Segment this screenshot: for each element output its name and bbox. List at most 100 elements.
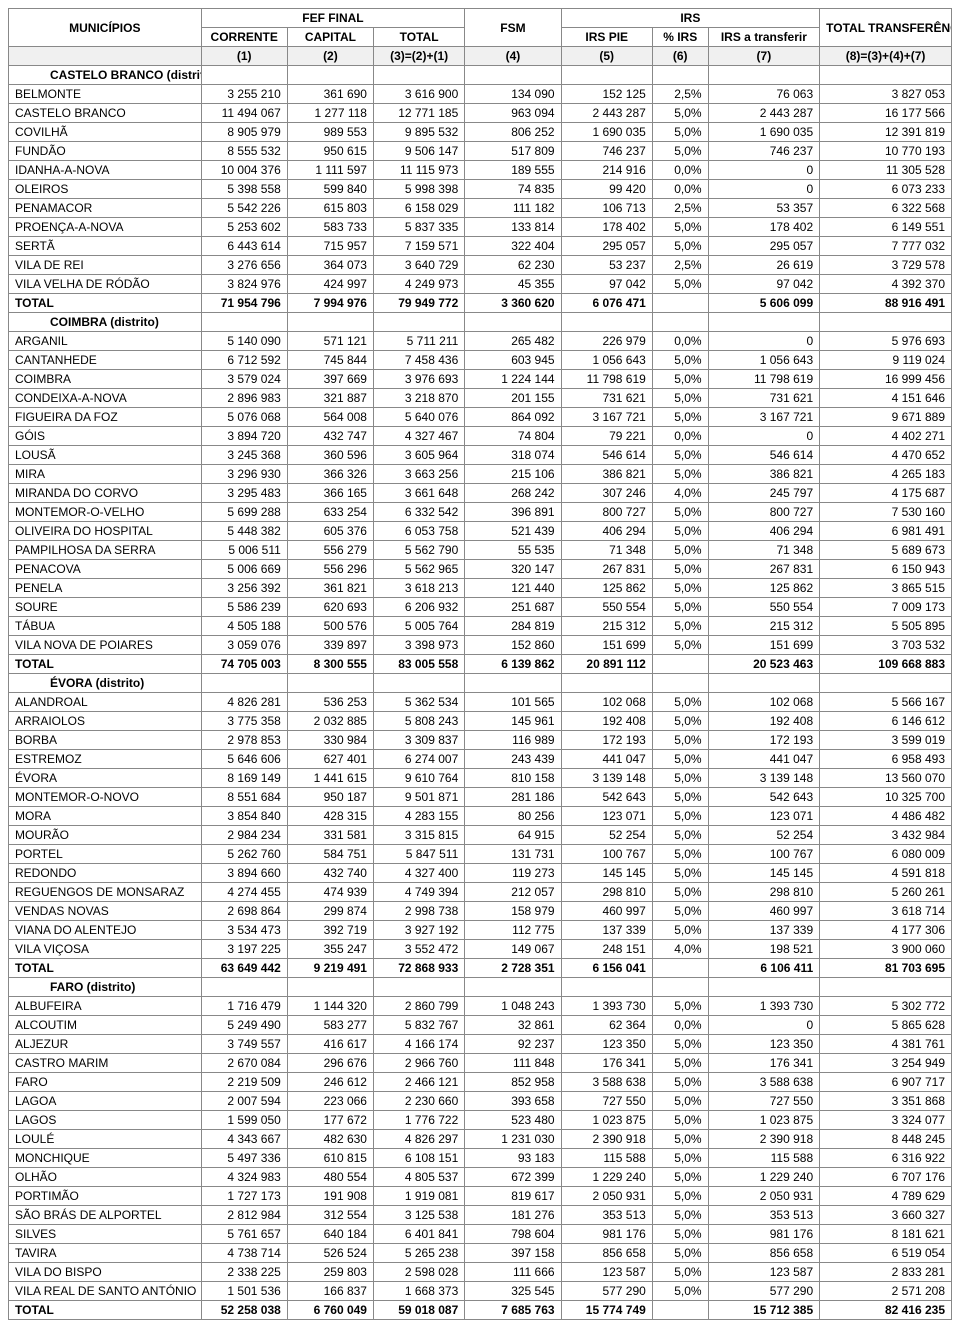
value-cell: 325 545 bbox=[465, 1282, 561, 1301]
value-cell: 88 916 491 bbox=[820, 294, 952, 313]
municipality-name: PORTEL bbox=[9, 845, 202, 864]
empty-cell bbox=[708, 313, 820, 332]
value-cell: 15 712 385 bbox=[708, 1301, 820, 1320]
colnum-blank bbox=[9, 47, 202, 66]
value-cell: 97 042 bbox=[708, 275, 820, 294]
value-cell: 4 274 455 bbox=[201, 883, 287, 902]
value-cell: 4 392 370 bbox=[820, 275, 952, 294]
table-row: VIANA DO ALENTEJO3 534 473392 7193 927 1… bbox=[9, 921, 952, 940]
value-cell: 3 276 656 bbox=[201, 256, 287, 275]
district-header-row: ÉVORA (distrito) bbox=[9, 674, 952, 693]
empty-cell bbox=[287, 66, 373, 85]
value-cell: 406 294 bbox=[708, 522, 820, 541]
value-cell: 6 707 176 bbox=[820, 1168, 952, 1187]
value-cell: 192 408 bbox=[708, 712, 820, 731]
table-row: GÓIS3 894 720432 7474 327 46774 80479 22… bbox=[9, 427, 952, 446]
value-cell: 864 092 bbox=[465, 408, 561, 427]
empty-cell bbox=[373, 978, 464, 997]
municipality-name: CASTRO MARIM bbox=[9, 1054, 202, 1073]
value-cell: 4 175 687 bbox=[820, 484, 952, 503]
value-cell: 2 219 509 bbox=[201, 1073, 287, 1092]
municipality-name: TOTAL bbox=[9, 959, 202, 978]
value-cell: 5,0% bbox=[652, 750, 708, 769]
value-cell: 330 984 bbox=[287, 731, 373, 750]
value-cell: 133 814 bbox=[465, 218, 561, 237]
header-irs: IRS bbox=[561, 9, 820, 28]
municipality-name: SOURE bbox=[9, 598, 202, 617]
municipality-name: LAGOS bbox=[9, 1111, 202, 1130]
municipality-name: LOULÉ bbox=[9, 1130, 202, 1149]
value-cell: 5 562 790 bbox=[373, 541, 464, 560]
municipality-name: CONDEIXA-A-NOVA bbox=[9, 389, 202, 408]
value-cell: 2 833 281 bbox=[820, 1263, 952, 1282]
value-cell: 5,0% bbox=[652, 997, 708, 1016]
value-cell: 852 958 bbox=[465, 1073, 561, 1092]
table-row: VILA DO BISPO2 338 225259 8032 598 02811… bbox=[9, 1263, 952, 1282]
value-cell: 603 945 bbox=[465, 351, 561, 370]
value-cell: 4 826 297 bbox=[373, 1130, 464, 1149]
value-cell: 3 976 693 bbox=[373, 370, 464, 389]
value-cell: 1 229 240 bbox=[561, 1168, 652, 1187]
value-cell: 16 177 566 bbox=[820, 104, 952, 123]
value-cell: 149 067 bbox=[465, 940, 561, 959]
value-cell: 3 775 358 bbox=[201, 712, 287, 731]
empty-cell bbox=[287, 978, 373, 997]
value-cell: 5,0% bbox=[652, 1282, 708, 1301]
value-cell: 198 521 bbox=[708, 940, 820, 959]
value-cell: 3 900 060 bbox=[820, 940, 952, 959]
value-cell: 6 519 054 bbox=[820, 1244, 952, 1263]
municipality-name: TAVIRA bbox=[9, 1244, 202, 1263]
value-cell: 111 182 bbox=[465, 199, 561, 218]
value-cell: 4 343 667 bbox=[201, 1130, 287, 1149]
value-cell: 3 398 973 bbox=[373, 636, 464, 655]
value-cell: 5 606 099 bbox=[708, 294, 820, 313]
value-cell: 123 071 bbox=[561, 807, 652, 826]
header-fef-final: FEF FINAL bbox=[201, 9, 465, 28]
value-cell: 312 554 bbox=[287, 1206, 373, 1225]
colnum-8: (8)=(3)+(4)+(7) bbox=[820, 47, 952, 66]
value-cell: 6 053 758 bbox=[373, 522, 464, 541]
value-cell: 546 614 bbox=[561, 446, 652, 465]
value-cell: 3 245 368 bbox=[201, 446, 287, 465]
value-cell: 474 939 bbox=[287, 883, 373, 902]
value-cell: 731 621 bbox=[561, 389, 652, 408]
value-cell: 151 699 bbox=[561, 636, 652, 655]
municipality-name: PENACOVA bbox=[9, 560, 202, 579]
value-cell: 102 068 bbox=[561, 693, 652, 712]
value-cell: 480 554 bbox=[287, 1168, 373, 1187]
value-cell: 100 767 bbox=[708, 845, 820, 864]
value-cell: 6 322 568 bbox=[820, 199, 952, 218]
value-cell: 3 854 840 bbox=[201, 807, 287, 826]
value-cell: 1 393 730 bbox=[708, 997, 820, 1016]
value-cell: 6 146 612 bbox=[820, 712, 952, 731]
value-cell: 5 253 602 bbox=[201, 218, 287, 237]
value-cell: 5 398 558 bbox=[201, 180, 287, 199]
value-cell: 5,0% bbox=[652, 389, 708, 408]
value-cell: 396 891 bbox=[465, 503, 561, 522]
value-cell: 152 125 bbox=[561, 85, 652, 104]
value-cell: 121 440 bbox=[465, 579, 561, 598]
value-cell: 2 670 084 bbox=[201, 1054, 287, 1073]
municipality-name: MIRA bbox=[9, 465, 202, 484]
municipality-name: LAGOA bbox=[9, 1092, 202, 1111]
value-cell: 633 254 bbox=[287, 503, 373, 522]
table-row: OLHÃO4 324 983480 5544 805 537672 3991 2… bbox=[9, 1168, 952, 1187]
value-cell: 3 618 213 bbox=[373, 579, 464, 598]
municipality-name: SERTÃ bbox=[9, 237, 202, 256]
value-cell: 2 812 984 bbox=[201, 1206, 287, 1225]
value-cell: 176 341 bbox=[561, 1054, 652, 1073]
value-cell: 5,0% bbox=[652, 560, 708, 579]
municipality-name: COIMBRA bbox=[9, 370, 202, 389]
value-cell: 353 513 bbox=[561, 1206, 652, 1225]
value-cell: 111 666 bbox=[465, 1263, 561, 1282]
value-cell: 1 776 722 bbox=[373, 1111, 464, 1130]
value-cell: 523 480 bbox=[465, 1111, 561, 1130]
table-row: MONCHIQUE5 497 336610 8156 108 15193 183… bbox=[9, 1149, 952, 1168]
value-cell: 2 390 918 bbox=[561, 1130, 652, 1149]
value-cell: 0,0% bbox=[652, 1016, 708, 1035]
municipality-name: VILA VELHA DE RÓDÃO bbox=[9, 275, 202, 294]
value-cell: 1 231 030 bbox=[465, 1130, 561, 1149]
municipality-name: VILA REAL DE SANTO ANTÓNIO bbox=[9, 1282, 202, 1301]
value-cell: 192 408 bbox=[561, 712, 652, 731]
empty-cell bbox=[201, 66, 287, 85]
